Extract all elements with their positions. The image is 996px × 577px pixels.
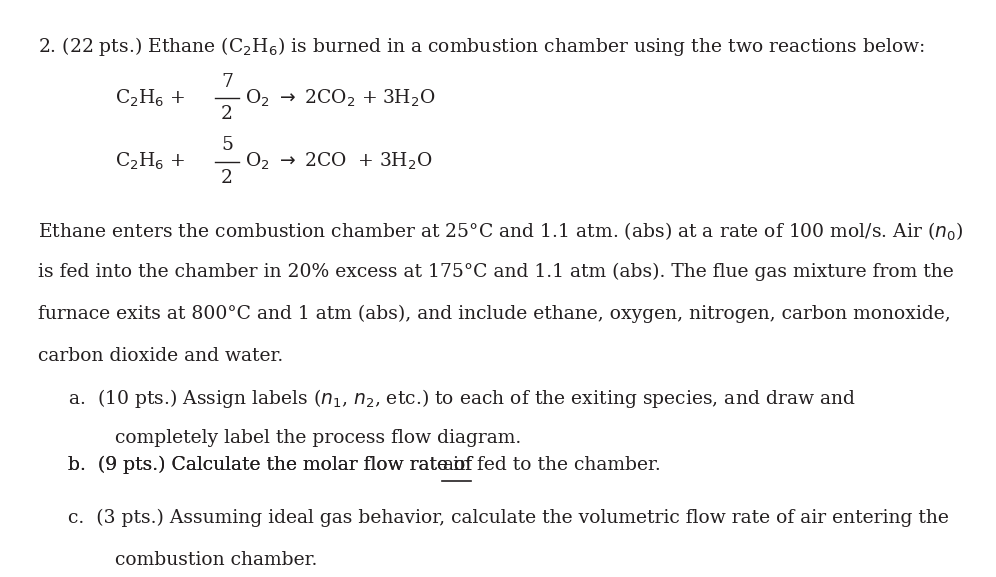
Text: 7: 7: [221, 73, 233, 91]
Text: 2: 2: [221, 105, 233, 123]
Text: b.  (9 pts.) Calculate the molar flow rate of: b. (9 pts.) Calculate the molar flow rat…: [68, 456, 478, 474]
Text: C$_2$H$_6$ +: C$_2$H$_6$ +: [115, 151, 187, 172]
Text: 5: 5: [221, 136, 233, 155]
Text: b.  (9 pts.) Calculate the molar flow rate of: b. (9 pts.) Calculate the molar flow rat…: [68, 456, 478, 474]
Text: combustion chamber.: combustion chamber.: [115, 551, 317, 569]
Text: completely label the process flow diagram.: completely label the process flow diagra…: [115, 429, 521, 447]
Text: a.  (10 pts.) Assign labels ($n_1$, $n_2$, etc.) to each of the exiting species,: a. (10 pts.) Assign labels ($n_1$, $n_2$…: [68, 387, 856, 410]
Text: c.  (3 pts.) Assuming ideal gas behavior, calculate the volumetric flow rate of : c. (3 pts.) Assuming ideal gas behavior,…: [68, 509, 948, 527]
Text: furnace exits at 800°C and 1 atm (abs), and include ethane, oxygen, nitrogen, ca: furnace exits at 800°C and 1 atm (abs), …: [38, 305, 950, 323]
Text: O$_2$ $\rightarrow$ 2CO$_2$ + 3H$_2$O: O$_2$ $\rightarrow$ 2CO$_2$ + 3H$_2$O: [245, 88, 435, 108]
Text: air: air: [442, 456, 468, 474]
Text: Ethane enters the combustion chamber at 25°C and 1.1 atm. (abs) at a rate of 100: Ethane enters the combustion chamber at …: [38, 220, 963, 243]
Text: 2: 2: [221, 168, 233, 187]
Text: O$_2$ $\rightarrow$ 2CO  + 3H$_2$O: O$_2$ $\rightarrow$ 2CO + 3H$_2$O: [245, 151, 432, 172]
Text: C$_2$H$_6$ +: C$_2$H$_6$ +: [115, 88, 187, 108]
Text: 2. (22 pts.) Ethane (C$_2$H$_6$) is burned in a combustion chamber using the two: 2. (22 pts.) Ethane (C$_2$H$_6$) is burn…: [38, 35, 925, 58]
Text: fed to the chamber.: fed to the chamber.: [471, 456, 661, 474]
Text: is fed into the chamber in 20% excess at 175°C and 1.1 atm (abs). The flue gas m: is fed into the chamber in 20% excess at…: [38, 263, 953, 281]
Text: carbon dioxide and water.: carbon dioxide and water.: [38, 347, 283, 365]
